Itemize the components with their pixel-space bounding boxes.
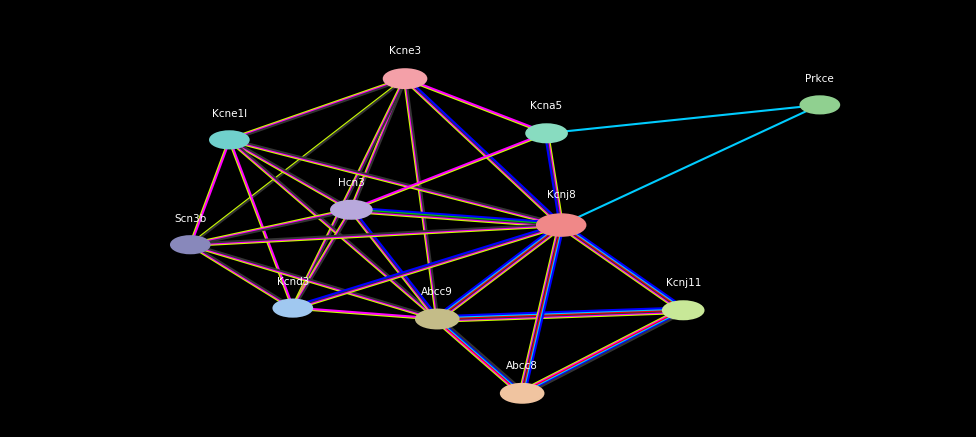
Circle shape: [416, 309, 459, 329]
Circle shape: [663, 301, 704, 319]
Circle shape: [210, 131, 249, 149]
Text: Kcne1l: Kcne1l: [212, 109, 247, 119]
Circle shape: [526, 124, 567, 142]
Text: Scn3b: Scn3b: [174, 214, 207, 224]
Text: Kcne3: Kcne3: [389, 46, 421, 56]
Text: Prkce: Prkce: [805, 74, 834, 84]
Circle shape: [800, 96, 839, 114]
Text: Abcc8: Abcc8: [507, 361, 538, 371]
Circle shape: [273, 299, 312, 317]
Text: Kcna5: Kcna5: [531, 101, 562, 111]
Text: Abcc9: Abcc9: [422, 287, 453, 297]
Text: Kcnj8: Kcnj8: [547, 190, 576, 200]
Circle shape: [501, 384, 544, 403]
Circle shape: [537, 214, 586, 236]
Text: Kcnj11: Kcnj11: [666, 278, 701, 288]
Circle shape: [384, 69, 427, 88]
Text: Hcn3: Hcn3: [338, 178, 365, 188]
Text: Kcnd3: Kcnd3: [276, 277, 309, 287]
Circle shape: [331, 201, 372, 219]
Circle shape: [171, 236, 210, 253]
